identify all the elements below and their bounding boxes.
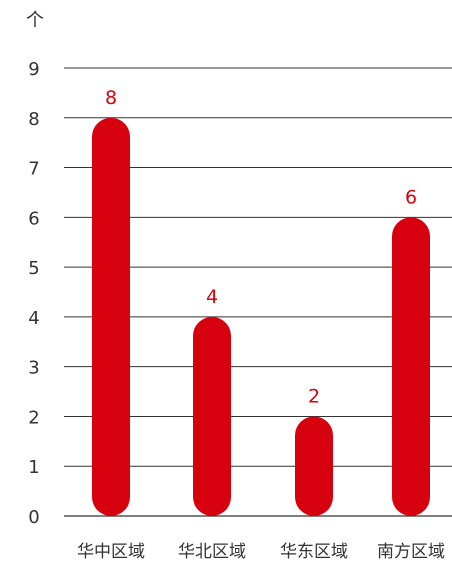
x-tick-label-0: 华中区域 [77, 542, 145, 562]
y-tick-label-3: 3 [28, 358, 39, 379]
y-tick-label-0: 0 [28, 507, 39, 528]
y-axis-unit-label: 个 [26, 10, 44, 31]
x-tick-label-2: 华东区域 [280, 542, 348, 562]
y-tick-label-8: 8 [28, 109, 39, 130]
y-tick-label-1: 1 [28, 457, 39, 478]
x-tick-label-1: 华北区域 [178, 542, 246, 562]
y-tick-label-5: 5 [28, 258, 39, 279]
data-label-0: 8 [105, 87, 117, 109]
y-tick-label-2: 2 [28, 407, 39, 428]
x-axis-tick-labels: 华中区域 华北区域 华东区域 南方区域 [77, 542, 445, 562]
y-axis-tick-labels: 0 1 2 3 4 5 6 7 8 9 [28, 59, 39, 528]
data-label-2: 2 [308, 385, 320, 407]
bar-2 [295, 416, 333, 516]
y-tick-label-7: 7 [28, 159, 39, 180]
x-tick-label-3: 南方区域 [377, 542, 445, 562]
bar-0 [92, 117, 130, 517]
y-tick-label-9: 9 [28, 59, 39, 80]
bar-1 [193, 316, 231, 516]
bars [92, 117, 430, 517]
y-tick-label-6: 6 [28, 208, 39, 229]
data-label-1: 4 [206, 286, 218, 308]
data-label-3: 6 [405, 186, 417, 208]
bar-3 [392, 217, 430, 517]
data-labels: 8 4 2 6 [105, 87, 417, 408]
y-tick-label-4: 4 [28, 308, 39, 329]
